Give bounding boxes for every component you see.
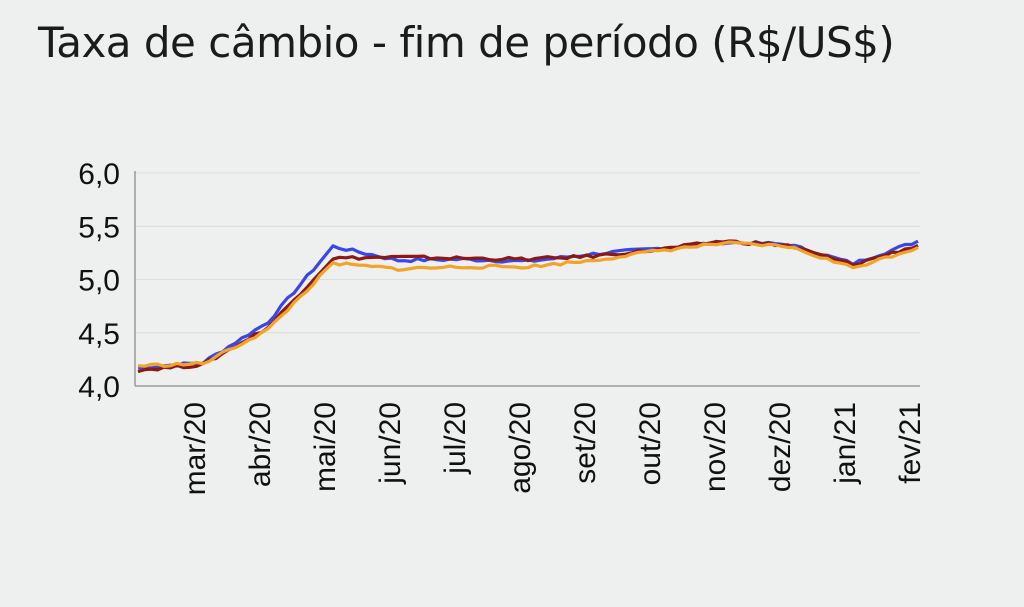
y-tick-label: 6,0 <box>78 158 120 191</box>
series-line-3 <box>137 240 919 368</box>
x-tick-label: out/20 <box>634 402 667 485</box>
x-tick-labels: mar/20 abr/20 mai/20 jun/20 jul/20 ago/20 set/… <box>179 402 927 495</box>
x-tick-label: set/20 <box>569 402 602 484</box>
x-tick-label: mai/20 <box>309 402 342 492</box>
x-tick-label: jan/21 <box>829 402 862 485</box>
chart-title: Taxa de câmbio - fim de período (R$/US$) <box>38 18 895 67</box>
gridlines <box>135 172 920 387</box>
axes <box>134 171 920 387</box>
x-tick-label: jun/20 <box>374 402 407 485</box>
series-lines <box>137 239 919 374</box>
x-tick-label: nov/20 <box>699 402 732 492</box>
y-tick-labels: 4,0 4,5 5,0 5,5 6,0 <box>78 158 120 404</box>
x-tick-label: ago/20 <box>504 402 537 494</box>
y-tick-label: 5,0 <box>78 265 120 298</box>
y-tick-label: 5,5 <box>78 211 120 244</box>
y-tick-label: 4,0 <box>78 371 120 404</box>
x-tick-label: fev/21 <box>894 402 927 484</box>
x-tick-label: dez/20 <box>764 402 797 492</box>
x-tick-label: abr/20 <box>244 402 277 487</box>
y-tick-label: 4,5 <box>78 318 120 351</box>
series-line-2 <box>137 239 919 374</box>
x-tick-label: jul/20 <box>439 402 472 475</box>
x-tick-label: mar/20 <box>179 402 212 495</box>
